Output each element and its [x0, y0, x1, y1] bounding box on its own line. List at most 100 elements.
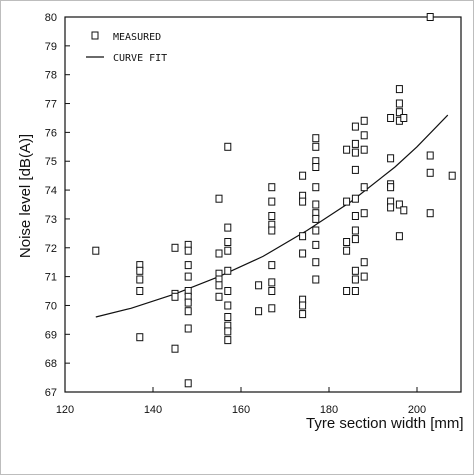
measured-point — [184, 246, 192, 255]
measured-point — [268, 197, 276, 206]
measured-point — [215, 281, 223, 290]
measured-point — [351, 194, 359, 203]
measured-point — [395, 232, 403, 241]
y-tick-label: 69 — [45, 329, 57, 341]
x-tick-label: 160 — [232, 404, 250, 416]
y-tick-label: 79 — [45, 41, 57, 53]
measured-point — [351, 148, 359, 157]
measured-point — [343, 287, 351, 295]
measured-point — [387, 183, 395, 192]
measured-point — [224, 287, 232, 295]
measured-point — [224, 336, 232, 345]
y-tick-label: 76 — [45, 127, 57, 139]
measured-point — [215, 249, 223, 258]
measured-point — [360, 131, 368, 140]
measured-point — [351, 139, 359, 148]
legend-measured-marker — [91, 31, 99, 40]
measured-point — [312, 275, 320, 284]
measured-point — [312, 240, 320, 249]
measured-point — [312, 183, 320, 192]
measured-point — [224, 238, 232, 246]
measured-point — [136, 266, 144, 275]
measured-point — [351, 266, 359, 275]
measured-point — [343, 246, 351, 255]
measured-point — [184, 379, 192, 388]
measured-point — [351, 226, 359, 235]
measured-point — [299, 232, 307, 241]
measured-point — [255, 307, 263, 316]
y-tick-label: 68 — [45, 358, 57, 370]
y-tick-label: 67 — [45, 387, 57, 399]
measured-points — [92, 13, 456, 388]
y-tick-label: 74 — [45, 185, 57, 197]
measured-point — [387, 203, 395, 212]
y-tick-label: 70 — [45, 300, 57, 312]
y-tick-label: 72 — [45, 243, 57, 255]
measured-point — [224, 313, 232, 321]
measured-point — [184, 307, 192, 316]
legend-curve-fit-label: CURVE FIT — [113, 53, 167, 64]
measured-point — [224, 266, 232, 275]
measured-point — [360, 258, 368, 267]
y-tick-label: 78 — [45, 70, 57, 82]
measured-point — [136, 333, 144, 342]
measured-point — [426, 168, 434, 177]
y-axis-title: Noise level [dB(A)] — [17, 134, 34, 258]
measured-point — [299, 249, 307, 258]
legend-measured-label: MEASURED — [113, 32, 161, 43]
measured-point — [395, 85, 403, 94]
y-tick-label: 75 — [45, 156, 57, 168]
measured-point — [387, 114, 395, 122]
measured-point — [255, 281, 263, 290]
measured-point — [171, 344, 179, 353]
measured-point — [215, 292, 223, 301]
measured-point — [215, 194, 223, 203]
x-tick-label: 120 — [56, 404, 74, 416]
measured-point — [268, 304, 276, 313]
x-tick-label: 180 — [320, 404, 338, 416]
measured-point — [387, 154, 395, 163]
plot-area — [64, 16, 462, 393]
measured-point — [224, 327, 232, 336]
measured-point — [268, 278, 276, 287]
y-axis-ticks: 67 68 69 70 71 72 73 74 75 76 77 78 79 80 — [45, 12, 70, 399]
measured-point — [268, 183, 276, 192]
measured-point — [312, 142, 320, 151]
measured-point — [360, 272, 368, 281]
measured-point — [224, 223, 232, 232]
measured-point — [351, 287, 359, 295]
y-tick-label: 71 — [45, 272, 57, 284]
measured-point — [351, 275, 359, 284]
measured-point — [351, 212, 359, 220]
measured-point — [312, 163, 320, 171]
measured-point — [268, 226, 276, 235]
measured-point — [343, 145, 351, 154]
measured-point — [171, 243, 179, 252]
measured-point — [184, 298, 192, 307]
measured-point — [395, 200, 403, 209]
measured-point — [224, 301, 232, 310]
measured-point — [312, 226, 320, 235]
measured-point — [312, 214, 320, 223]
measured-point — [343, 197, 351, 206]
measured-point — [136, 275, 144, 284]
y-tick-label: 73 — [45, 214, 57, 226]
measured-point — [171, 292, 179, 301]
measured-point — [351, 235, 359, 244]
measured-point — [360, 183, 368, 192]
x-tick-label: 200 — [408, 404, 426, 416]
measured-point — [360, 209, 368, 218]
x-axis-title: Tyre section width [mm] — [306, 415, 464, 432]
measured-point — [92, 246, 100, 255]
measured-point — [312, 258, 320, 267]
measured-point — [136, 287, 144, 295]
measured-point — [184, 261, 192, 270]
measured-point — [400, 206, 408, 215]
measured-point — [268, 261, 276, 270]
measured-point — [299, 171, 307, 180]
measured-point — [343, 238, 351, 246]
measured-point — [448, 171, 456, 180]
x-axis-ticks: 120 140 160 180 200 — [56, 387, 426, 416]
measured-point — [224, 142, 232, 151]
x-tick-label: 140 — [144, 404, 162, 416]
